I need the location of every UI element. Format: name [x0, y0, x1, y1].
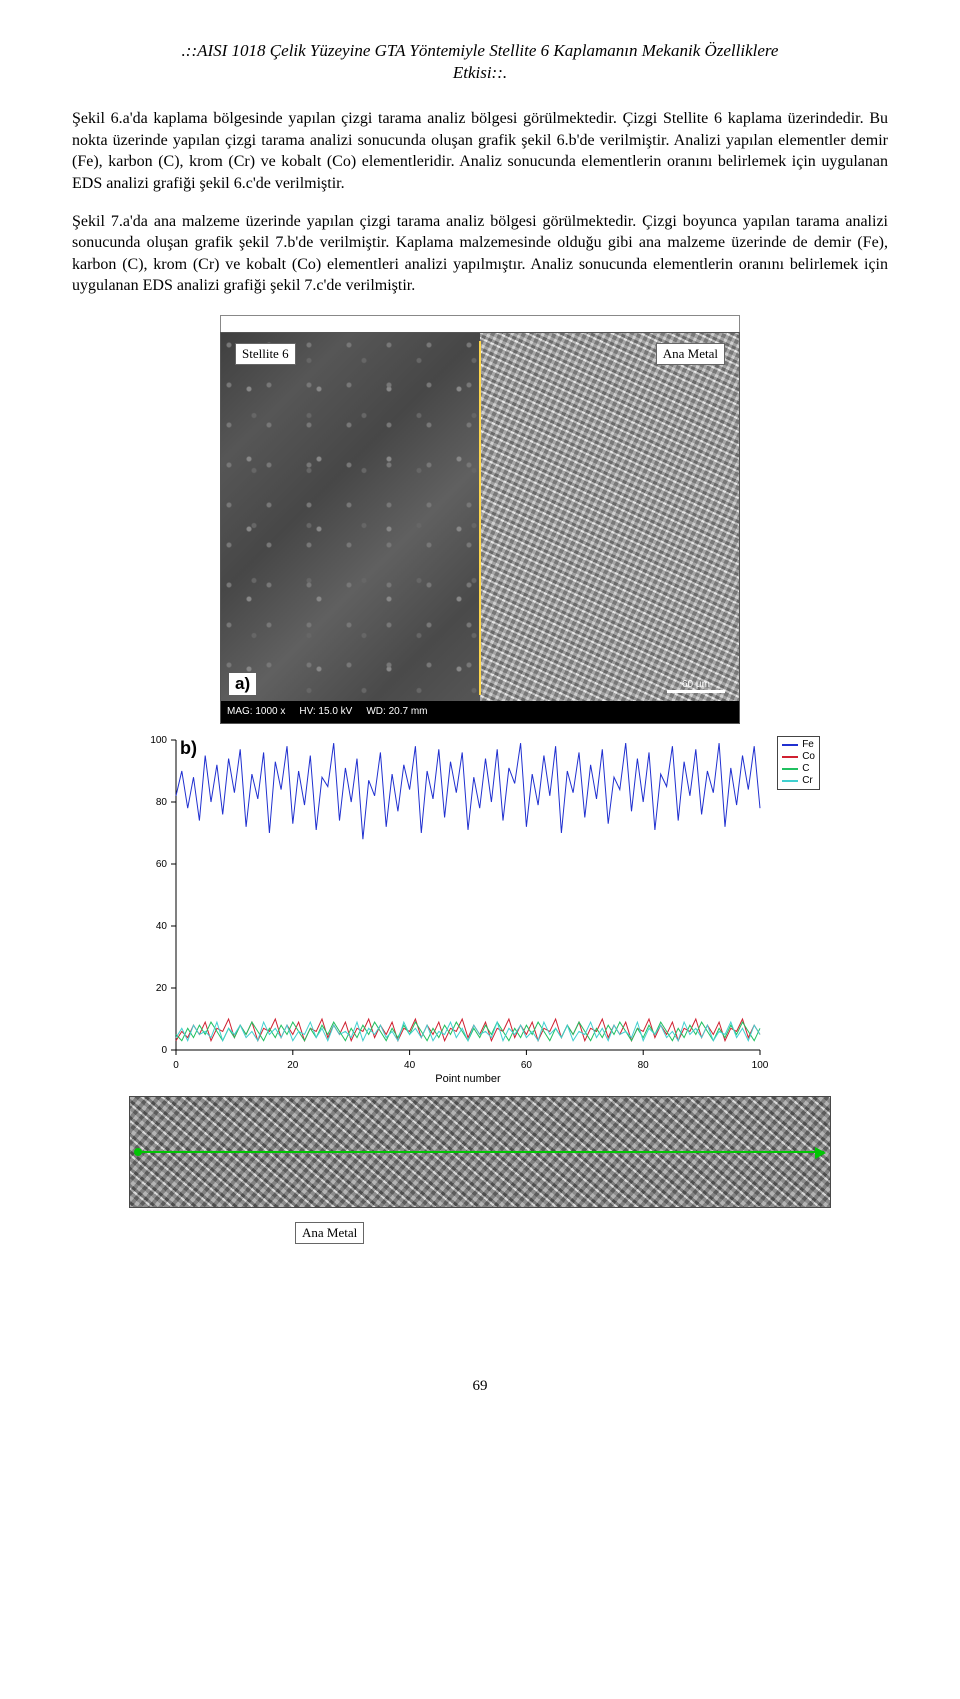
eds-legend: FeCoCCr: [777, 736, 820, 790]
sem-image: Stellite 6 Ana Metal a) 60 µm MAG: 1000 …: [220, 332, 740, 724]
legend-item-co: Co: [782, 751, 815, 763]
eds-panel-badge-b: b): [180, 738, 197, 759]
sem-scan-line: [479, 341, 481, 695]
sem-strip-image: [129, 1096, 831, 1208]
svg-text:100: 100: [752, 1060, 769, 1071]
running-header: .::AISI 1018 Çelik Yüzeyine GTA Yöntemiy…: [72, 40, 888, 84]
sem-panel-badge-a: a): [229, 673, 256, 695]
legend-label: Fe: [802, 739, 814, 750]
legend-label: Co: [802, 751, 815, 762]
eds-svg: 0 20 40 60 80 100 0 20 40 60 80 100 Point number: [130, 730, 830, 1090]
legend-swatch: [782, 780, 798, 782]
sem-region-base-metal: [480, 333, 739, 723]
sem-wd: WD: 20.7 mm: [366, 706, 427, 717]
svg-text:40: 40: [156, 921, 168, 932]
sem-label-ana-metal: Ana Metal: [656, 343, 725, 365]
svg-text:40: 40: [404, 1060, 416, 1071]
legend-swatch: [782, 756, 798, 758]
sem-scale-text: 60 µm: [682, 679, 710, 690]
sem-label-stellite6: Stellite 6: [235, 343, 296, 365]
sem-info-bar: MAG: 1000 x HV: 15.0 kV WD: 20.7 mm: [221, 701, 739, 723]
svg-text:20: 20: [287, 1060, 299, 1071]
sem-strip-label: Ana Metal: [295, 1222, 364, 1244]
svg-text:0: 0: [173, 1060, 179, 1071]
svg-text:80: 80: [156, 797, 168, 808]
sem-figure-a: Stellite 6 Ana Metal a) 60 µm MAG: 1000 …: [220, 315, 740, 724]
header-line2: Etkisi::.: [453, 63, 507, 82]
sem-strip-scan-arrow: [136, 1151, 824, 1153]
svg-text:80: 80: [638, 1060, 650, 1071]
paragraph-2: Şekil 7.a'da ana malzeme üzerinde yapıla…: [72, 211, 888, 297]
legend-item-cr: Cr: [782, 775, 815, 787]
svg-text:0: 0: [161, 1045, 167, 1056]
paragraph-1: Şekil 6.a'da kaplama bölgesinde yapılan …: [72, 108, 888, 194]
sem-mag: MAG: 1000 x: [227, 706, 285, 717]
sem-hv: HV: 15.0 kV: [299, 706, 352, 717]
svg-text:100: 100: [150, 735, 167, 746]
sem-region-stellite6: [221, 333, 480, 723]
page-number: 69: [72, 1378, 888, 1395]
eds-chart-b: b) FeCoCCr 0 20 40 60 80 100 0 20 40 60 80 100 Point…: [130, 730, 830, 1090]
legend-swatch: [782, 744, 798, 746]
svg-text:Point number: Point number: [435, 1073, 501, 1085]
svg-text:60: 60: [156, 859, 168, 870]
sem-top-bar: [220, 315, 740, 332]
svg-text:20: 20: [156, 983, 168, 994]
legend-swatch: [782, 768, 798, 770]
legend-label: Cr: [802, 775, 813, 786]
figure-block: Stellite 6 Ana Metal a) 60 µm MAG: 1000 …: [72, 315, 888, 1208]
header-line1: .::AISI 1018 Çelik Yüzeyine GTA Yöntemiy…: [182, 41, 779, 60]
legend-label: C: [802, 763, 809, 774]
legend-item-fe: Fe: [782, 739, 815, 751]
sem-scale-bar: 60 µm: [667, 679, 725, 693]
svg-text:60: 60: [521, 1060, 533, 1071]
legend-item-c: C: [782, 763, 815, 775]
